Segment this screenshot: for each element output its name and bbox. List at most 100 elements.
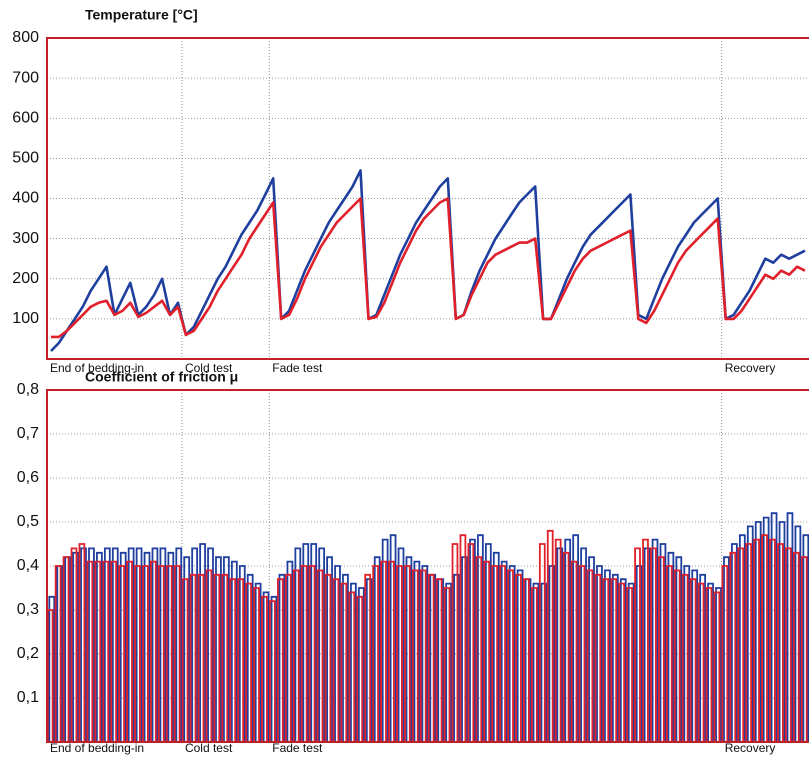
bar	[191, 547, 199, 742]
bar	[762, 516, 770, 742]
bar	[715, 587, 722, 742]
plot-frame	[46, 37, 809, 360]
bar	[111, 547, 119, 742]
bar	[262, 591, 270, 742]
y-tick-label: 500	[12, 150, 39, 167]
bar	[70, 547, 78, 742]
bar	[135, 547, 143, 742]
bar	[491, 565, 499, 742]
bar	[508, 565, 516, 742]
bar	[731, 543, 738, 742]
bar	[103, 547, 111, 742]
bar	[269, 600, 276, 742]
bar	[318, 547, 326, 742]
bar	[681, 573, 689, 742]
chart-title: Temperature [°C]	[85, 7, 198, 23]
bar	[221, 573, 229, 742]
bar	[546, 529, 554, 742]
bar	[167, 551, 175, 742]
bar	[746, 525, 754, 742]
bar	[651, 538, 659, 742]
bar	[602, 578, 610, 742]
y-tick-label: 0,8	[17, 381, 39, 398]
bar	[151, 547, 159, 742]
bar	[175, 547, 183, 742]
bar	[753, 538, 760, 742]
bar	[278, 573, 286, 742]
bar	[435, 578, 443, 742]
bar	[699, 573, 707, 742]
bar	[173, 565, 181, 742]
series-line	[50, 169, 806, 352]
bar	[697, 582, 705, 742]
bar	[586, 569, 594, 742]
x-tick-label: Cold test	[185, 361, 233, 375]
y-tick-label: 0,4	[17, 557, 39, 574]
bar	[48, 595, 56, 742]
bar	[286, 560, 294, 742]
bar	[94, 560, 102, 742]
bar	[618, 582, 626, 742]
bar	[102, 560, 110, 742]
bar	[596, 565, 603, 742]
bar	[213, 573, 221, 742]
bar	[483, 560, 491, 742]
bar	[611, 573, 619, 742]
bar	[348, 591, 356, 742]
bar	[761, 534, 768, 742]
y-tick-label: 700	[12, 69, 39, 86]
bar	[373, 556, 381, 742]
y-tick-label: 0,3	[17, 601, 39, 618]
bar	[199, 543, 206, 742]
bar	[205, 569, 213, 742]
bar	[342, 573, 349, 742]
bar	[659, 543, 667, 742]
x-tick-label: Recovery	[725, 361, 776, 375]
bar	[96, 551, 103, 742]
bar	[284, 573, 292, 742]
bar	[604, 569, 611, 742]
plot-frame	[46, 389, 809, 743]
bar	[570, 560, 578, 742]
bar	[572, 534, 580, 742]
bar	[770, 512, 778, 742]
bar	[784, 547, 792, 742]
bar	[610, 578, 618, 742]
bar	[381, 538, 389, 742]
bar	[230, 560, 238, 742]
y-tick-label: 0,1	[17, 689, 39, 706]
bar	[626, 587, 633, 742]
chart-title: Coefficient of friction μ	[85, 369, 238, 385]
y-tick-label: 400	[12, 190, 39, 207]
bar	[578, 565, 586, 742]
bar	[326, 556, 333, 742]
bar	[500, 560, 508, 742]
x-tick-label: Recovery	[725, 741, 776, 755]
bar	[445, 582, 453, 742]
bar	[507, 569, 514, 742]
bar	[237, 578, 245, 742]
bar	[459, 534, 467, 742]
bar	[405, 556, 413, 742]
bar	[657, 556, 665, 742]
bar	[332, 578, 340, 742]
bar	[142, 565, 149, 742]
bar	[86, 560, 94, 742]
bar	[110, 560, 118, 742]
x-tick-label: Cold test	[185, 741, 233, 755]
bar	[350, 582, 357, 742]
bar	[316, 569, 324, 742]
y-tick-label: 0,7	[17, 425, 39, 442]
bar	[594, 573, 602, 742]
bar	[792, 551, 800, 742]
bar	[238, 565, 246, 742]
bar	[705, 587, 713, 742]
bar	[532, 582, 540, 742]
bar	[800, 556, 808, 742]
bar	[443, 587, 451, 742]
y-tick-label: 200	[12, 270, 39, 287]
bar	[707, 582, 714, 742]
bar	[119, 551, 127, 742]
bar	[484, 543, 492, 742]
